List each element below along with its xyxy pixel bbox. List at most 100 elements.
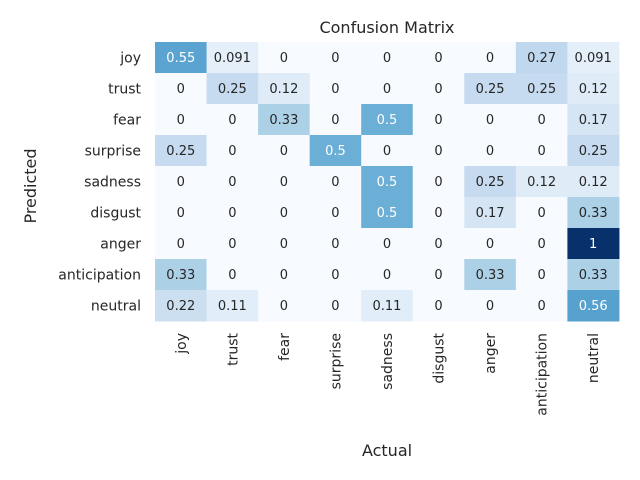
heatmap-cell (361, 290, 414, 322)
heatmap-cell (258, 166, 311, 198)
cell-value-label: 0 (331, 237, 339, 252)
heatmap-cell (309, 42, 362, 74)
heatmap-cell (309, 135, 362, 167)
heatmap-cell (361, 228, 414, 260)
heatmap-cell (412, 290, 465, 322)
cell-value-label: 0 (383, 144, 391, 159)
y-tick-labels: joy trust fear surprise sadness disgust anger a… (58, 51, 141, 315)
cell-value-label: 0 (383, 51, 391, 66)
cell-value-label: 0.25 (476, 82, 505, 97)
cell-value-label: 0 (434, 268, 442, 283)
cell-value-label: 0 (537, 113, 545, 128)
heatmap-cell (567, 104, 620, 136)
x-tick-label: sadness (380, 333, 396, 390)
heatmap-cell (206, 42, 259, 74)
cell-value-label: 0.33 (579, 206, 608, 221)
heatmap-cell (155, 73, 208, 105)
cell-value-label: 0.5 (377, 175, 398, 190)
x-tick-label: surprise (328, 333, 344, 389)
cell-value-label: 0 (486, 51, 494, 66)
cell-value-label: 0 (537, 268, 545, 283)
cell-value-label: 0 (177, 206, 185, 221)
cell-value-label: 0 (486, 144, 494, 159)
cell-value-label: 0.33 (166, 268, 195, 283)
heatmap-cell (155, 104, 208, 136)
heatmap-cell (309, 166, 362, 198)
x-axis-label: Actual (362, 441, 412, 460)
heatmap-cell (206, 73, 259, 105)
heatmap-cell (464, 228, 517, 260)
cell-value-label: 0 (331, 268, 339, 283)
cell-value-label: 0 (228, 237, 236, 252)
cell-value-label: 0 (331, 113, 339, 128)
cell-value-label: 0.33 (579, 268, 608, 283)
cell-value-label: 0.56 (579, 299, 608, 314)
heatmap-cell (258, 259, 311, 291)
cell-value-label: 0 (383, 82, 391, 97)
heatmap-cell (258, 104, 311, 136)
heatmap-cell (515, 166, 568, 198)
heatmap-cell (258, 42, 311, 74)
heatmap-cell (412, 228, 465, 260)
heatmap-cell (515, 259, 568, 291)
cell-value-label: 0.25 (218, 82, 247, 97)
heatmap-cell (361, 104, 414, 136)
cell-value-label: 0.17 (579, 113, 608, 128)
heatmap-cell (464, 104, 517, 136)
y-tick-label: joy (119, 51, 141, 67)
cell-value-label: 0 (331, 206, 339, 221)
cell-value-label: 0.12 (579, 175, 608, 190)
y-tick-label: fear (113, 113, 141, 129)
heatmap-cell (206, 228, 259, 260)
x-tick-label: joy (174, 333, 190, 355)
heatmap-cell (515, 290, 568, 322)
cell-value-label: 0.25 (166, 144, 195, 159)
heatmap-cell (567, 166, 620, 198)
y-tick-label: anger (100, 237, 141, 253)
y-tick-label: anticipation (58, 268, 141, 284)
heatmap-cell (258, 135, 311, 167)
cell-value-label: 1 (589, 237, 597, 252)
cell-value-label: 0 (434, 175, 442, 190)
cell-value-label: 0.12 (579, 82, 608, 97)
cell-value-label: 0 (228, 175, 236, 190)
cell-value-label: 0 (434, 237, 442, 252)
heatmap-cell-labels: 0.55 0.091 0 0 0 0 0 0.27 0.091 0 0.25 0.12 0 0 0 0.25 0… (166, 51, 611, 314)
x-tick-label: trust (225, 332, 241, 365)
heatmap-cell (515, 135, 568, 167)
cell-value-label: 0 (331, 82, 339, 97)
cell-value-label: 0.12 (269, 82, 298, 97)
heatmap-cell (515, 104, 568, 136)
cell-value-label: 0.25 (527, 82, 556, 97)
x-tick-label: anticipation (535, 333, 551, 416)
cell-value-label: 0 (434, 299, 442, 314)
cell-value-label: 0 (177, 82, 185, 97)
heatmap-cell (464, 197, 517, 229)
heatmap-cell (515, 228, 568, 260)
cell-value-label: 0.25 (476, 175, 505, 190)
heatmap-cell (309, 228, 362, 260)
heatmap-cell (309, 73, 362, 105)
cell-value-label: 0 (280, 299, 288, 314)
cell-value-label: 0.55 (166, 51, 195, 66)
heatmap-cell (567, 135, 620, 167)
heatmap-cell (206, 104, 259, 136)
cell-value-label: 0.5 (377, 206, 398, 221)
heatmap-cell (515, 42, 568, 74)
cell-value-label: 0 (280, 175, 288, 190)
heatmap-cell (412, 197, 465, 229)
heatmap-cells (155, 42, 620, 322)
heatmap-cell (567, 197, 620, 229)
heatmap-cell (361, 135, 414, 167)
heatmap-cell (155, 259, 208, 291)
heatmap-cell (464, 42, 517, 74)
heatmap-cell (258, 73, 311, 105)
heatmap-cell (412, 73, 465, 105)
cell-value-label: 0 (177, 237, 185, 252)
cell-value-label: 0.17 (476, 206, 505, 221)
cell-value-label: 0 (537, 206, 545, 221)
cell-value-label: 0 (383, 268, 391, 283)
heatmap-cell (567, 259, 620, 291)
heatmap-cell (361, 197, 414, 229)
heatmap-cell (567, 228, 620, 260)
